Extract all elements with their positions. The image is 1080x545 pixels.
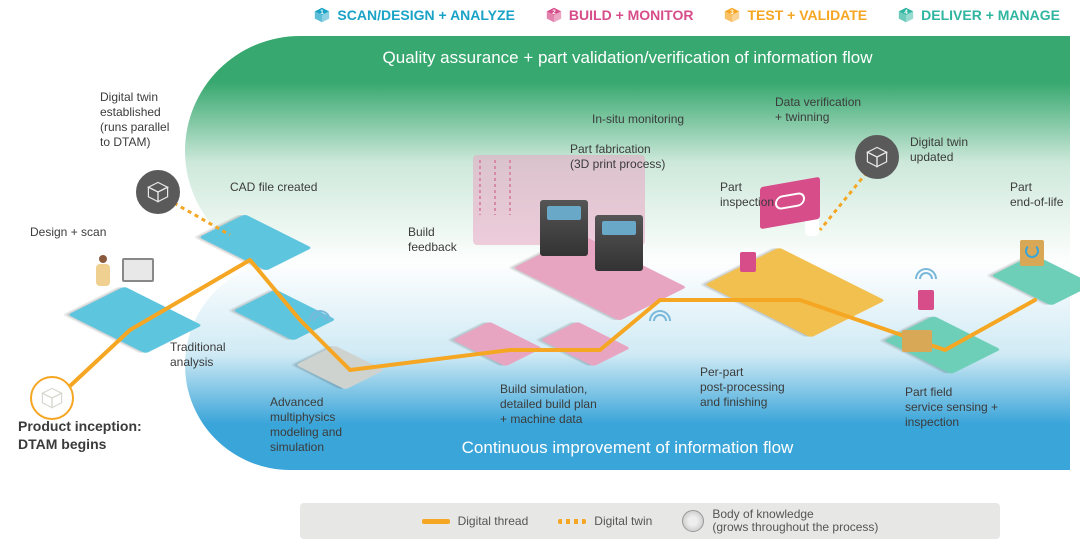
- wireframe-cube-icon: [146, 180, 170, 204]
- recycle-box: [1020, 240, 1044, 266]
- label-product-inception: Product inception: DTAM begins: [18, 418, 142, 453]
- knowledge-circle-2: [855, 135, 899, 179]
- wifi-icon: [650, 310, 670, 324]
- workstation-monitor: [122, 258, 154, 282]
- banner-bottom-text: Continuous improvement of information fl…: [462, 438, 794, 458]
- legend: Digital thread Digital twin Body of know…: [300, 503, 1000, 539]
- part-red-2: [918, 290, 934, 310]
- legend-knowledge-label: Body of knowledge (grows throughout the …: [712, 508, 878, 534]
- label-advanced-modeling: Advanced multiphysics modeling and simul…: [270, 395, 342, 455]
- svg-text:2: 2: [552, 9, 556, 16]
- header-stage-1: 1 SCAN/DESIGN + ANALYZE: [313, 6, 515, 24]
- wifi-icon: [916, 268, 936, 282]
- legend-twin: Digital twin: [558, 514, 652, 528]
- printer-machine-0: [540, 200, 588, 256]
- label-traditional-analysis: Traditional analysis: [170, 340, 226, 370]
- printer-machine-1: [595, 215, 643, 271]
- wifi-icon: [310, 310, 330, 324]
- label-design-scan: Design + scan: [30, 225, 106, 240]
- legend-knowledge: Body of knowledge (grows throughout the …: [682, 508, 878, 534]
- label-build-sim: Build simulation, detailed build plan + …: [500, 382, 597, 427]
- label-data-verification: Data verification + twinning: [775, 95, 861, 125]
- wireframe-cube-icon: [865, 145, 889, 169]
- label-part-eol: Part end-of-life: [1010, 180, 1063, 210]
- label-build-feedback: Build feedback: [408, 225, 457, 255]
- part-red-1: [740, 252, 756, 272]
- header-stage-3: 3 TEST + VALIDATE: [723, 6, 867, 24]
- banner-top-text: Quality assurance + part validation/veri…: [383, 48, 873, 68]
- cube-icon: 1: [313, 6, 331, 24]
- header-stage-2: 2 BUILD + MONITOR: [545, 6, 694, 24]
- label-perpart-post: Per-part post-processing and finishing: [700, 365, 785, 410]
- legend-thread: Digital thread: [422, 514, 529, 528]
- svg-text:4: 4: [904, 9, 908, 16]
- part-box-gold: [902, 330, 932, 352]
- svg-text:3: 3: [731, 9, 735, 16]
- label-cad-created: CAD file created: [230, 180, 317, 195]
- label-digital-twin-updated: Digital twin updated: [910, 135, 968, 165]
- legend-thread-swatch: [422, 519, 450, 524]
- legend-thread-label: Digital thread: [458, 514, 529, 528]
- cube-icon: 2: [545, 6, 563, 24]
- wireframe-cube-icon: [40, 386, 64, 410]
- knowledge-circle-1: [136, 170, 180, 214]
- legend-twin-swatch: [558, 519, 586, 524]
- label-part-field: Part field service sensing + inspection: [905, 385, 998, 430]
- legend-twin-label: Digital twin: [594, 514, 652, 528]
- label-insitu-monitoring: In-situ monitoring: [592, 112, 684, 127]
- label-digital-twin-est: Digital twin established (runs parallel …: [100, 90, 169, 150]
- stage-header: 1 SCAN/DESIGN + ANALYZE 2 BUILD + MONITO…: [0, 6, 1080, 24]
- legend-knowledge-swatch: [682, 510, 704, 532]
- label-part-inspection: Part inspection: [720, 180, 774, 210]
- cube-icon: 3: [723, 6, 741, 24]
- svg-text:1: 1: [321, 9, 325, 16]
- cube-icon: 4: [897, 6, 915, 24]
- header-stage-4: 4 DELIVER + MANAGE: [897, 6, 1060, 24]
- label-part-fabrication: Part fabrication (3D print process): [570, 142, 665, 172]
- person-0: [96, 255, 110, 289]
- knowledge-circle-0: [30, 376, 74, 420]
